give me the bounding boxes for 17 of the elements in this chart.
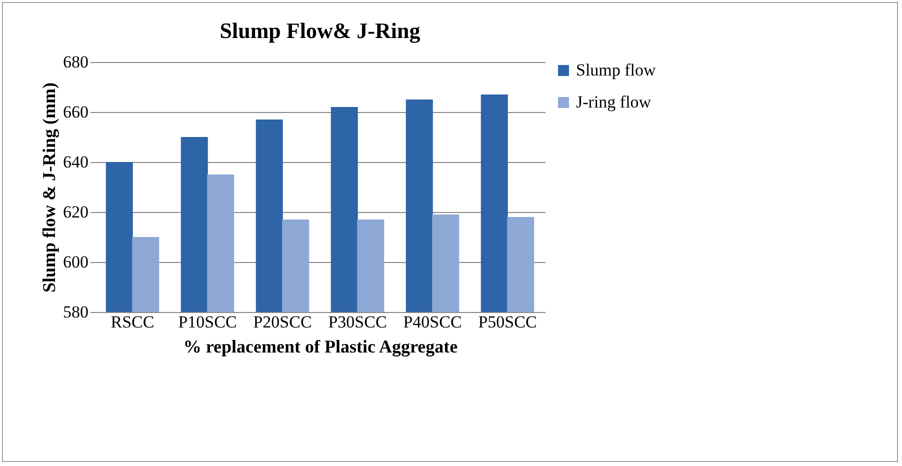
- x-axis-title: % replacement of Plastic Aggregate: [183, 336, 458, 356]
- y-axis-title: Slump flow & J-Ring (mm): [39, 82, 59, 292]
- legend-label: J-ring flow: [576, 92, 652, 112]
- chart-title: Slump Flow& J-Ring: [220, 18, 420, 43]
- y-tick-label: 600: [63, 252, 88, 272]
- x-tick-label: RSCC: [110, 312, 154, 332]
- x-tick-label: P10SCC: [178, 312, 237, 332]
- y-tick-label: 640: [63, 152, 88, 172]
- x-tick-label: P20SCC: [253, 312, 312, 332]
- y-tick-label: 660: [63, 102, 88, 122]
- x-tick-label: P30SCC: [328, 312, 387, 332]
- x-tick-label: P40SCC: [403, 312, 462, 332]
- y-tick-label: 580: [63, 302, 88, 322]
- y-tick-label: 620: [63, 202, 88, 222]
- y-tick-label: 680: [63, 52, 88, 72]
- x-tick-label: P50SCC: [478, 312, 537, 332]
- legend-label: Slump flow: [576, 60, 657, 80]
